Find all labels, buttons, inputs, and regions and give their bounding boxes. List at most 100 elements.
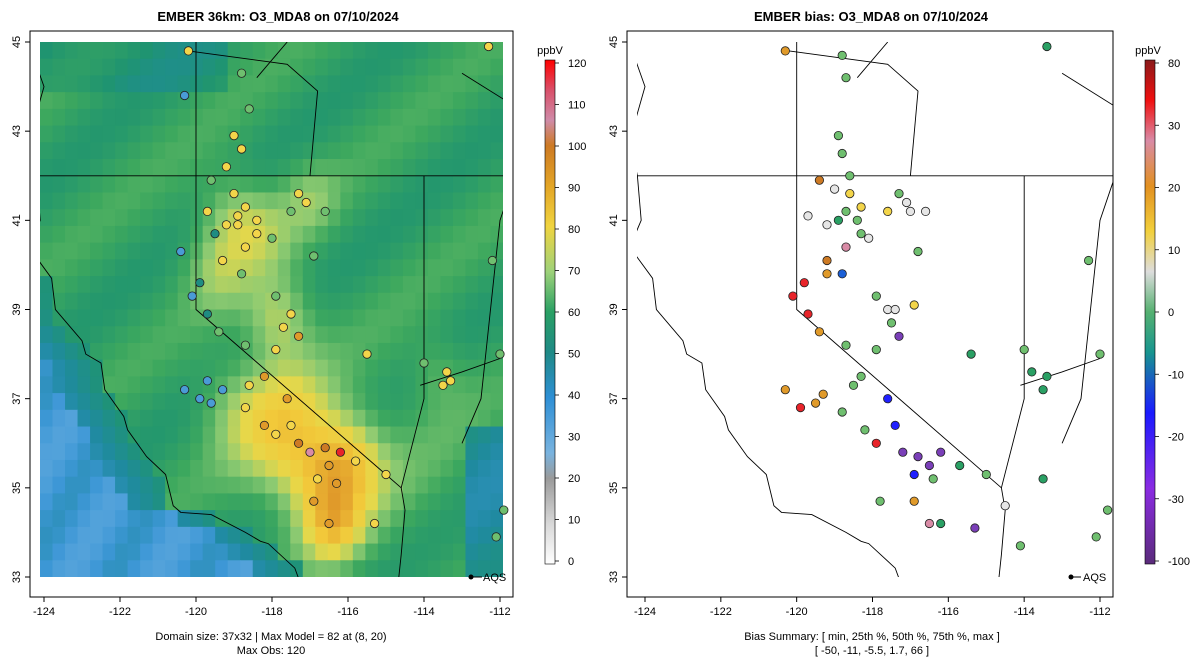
grid-cell (440, 510, 454, 528)
grid-cell (265, 125, 279, 143)
grid-cell (277, 58, 291, 77)
grid-cell (377, 242, 391, 260)
grid-cell (402, 175, 417, 194)
grid-cell (52, 393, 66, 411)
colorbar-tick-label: 110 (568, 100, 586, 112)
grid-cell (215, 409, 229, 428)
grid-cell (140, 75, 154, 93)
grid-cell (290, 108, 304, 127)
grid-cell (277, 142, 291, 160)
grid-cell (427, 443, 442, 461)
grid-cell (252, 543, 266, 561)
grid-cell (452, 526, 467, 545)
grid-cell (340, 125, 354, 143)
grid-cell (477, 142, 492, 160)
grid-cell (152, 92, 166, 110)
grid-cell (140, 560, 154, 577)
grid-cell (102, 292, 116, 311)
grid-cell (477, 276, 492, 294)
state-border (256, 42, 288, 78)
grid-cell (452, 259, 467, 277)
x-tick-label: -114 (1014, 606, 1035, 618)
grid-cell (215, 276, 229, 294)
grid-cell (240, 276, 254, 294)
grid-cell (165, 125, 179, 143)
grid-cell (290, 292, 304, 311)
grid-cell (402, 342, 417, 361)
grid-cell (140, 42, 154, 60)
grid-cell (252, 393, 266, 411)
grid-cell (290, 393, 304, 411)
grid-cell (77, 526, 91, 545)
grid-cell (177, 409, 191, 428)
grid-cell (202, 409, 216, 428)
grid-cell (352, 259, 366, 277)
station-marker (278, 322, 288, 332)
grid-cell (390, 75, 404, 93)
grid-cell (477, 476, 492, 495)
grid-cell (490, 225, 503, 244)
grid-cell (90, 276, 104, 294)
station-marker (883, 206, 893, 216)
grid-cell (290, 276, 304, 294)
grid-cell (77, 92, 91, 110)
colorbar-tick-label: 50 (568, 349, 580, 361)
grid-cell (377, 493, 391, 511)
station-marker (905, 206, 916, 216)
grid-cell (315, 526, 329, 545)
grid-cell (90, 560, 104, 577)
station-marker (860, 425, 870, 435)
station-marker (362, 349, 372, 359)
grid-cell (490, 175, 503, 194)
grid-cell (140, 58, 154, 77)
grid-cell (277, 75, 291, 93)
grid-cell (177, 192, 191, 210)
grid-cell (477, 175, 492, 194)
grid-cell (465, 175, 479, 194)
grid-cell (290, 526, 304, 545)
grid-cell (152, 409, 166, 428)
grid-cell (227, 175, 241, 194)
grid-cell (240, 225, 254, 244)
grid-cell (365, 409, 379, 428)
station-marker (818, 389, 828, 399)
grid-cell (402, 209, 417, 227)
station-marker (955, 460, 965, 471)
grid-cell (415, 242, 429, 260)
station-marker (301, 197, 311, 208)
grid-cell (365, 92, 379, 110)
left-panel: EMBER 36km: O3_MDA8 on 07/10/2024 -124 -1… (11, 9, 586, 657)
colorbar-tick-label: 30 (1168, 120, 1180, 132)
grid-cell (290, 159, 304, 177)
grid-cell (252, 58, 266, 77)
grid-cell (152, 209, 166, 227)
grid-cell (102, 192, 116, 210)
grid-cell (390, 58, 404, 77)
grid-cell (290, 42, 304, 60)
grid-cell (402, 443, 417, 461)
grid-cell (427, 493, 442, 511)
grid-cell (202, 58, 216, 77)
right-station-markers (780, 41, 1113, 551)
grid-cell (40, 159, 54, 177)
grid-cell (227, 292, 241, 311)
grid-cell (240, 459, 254, 478)
grid-cell (377, 125, 391, 143)
grid-cell (352, 309, 366, 327)
grid-cell (490, 443, 503, 461)
colorbar-tick-label: 70 (568, 266, 580, 278)
grid-cell (465, 543, 479, 561)
station-marker (499, 505, 509, 515)
x-tick-label: -122 (109, 606, 131, 618)
grid-cell (465, 342, 479, 361)
grid-cell (102, 309, 116, 327)
grid-cell (52, 175, 66, 194)
grid-cell (65, 276, 79, 294)
grid-cell (402, 92, 417, 110)
grid-cell (315, 393, 329, 411)
grid-cell (52, 209, 66, 227)
grid-cell (227, 75, 241, 93)
grid-cell (190, 58, 204, 77)
station-marker (928, 474, 938, 484)
